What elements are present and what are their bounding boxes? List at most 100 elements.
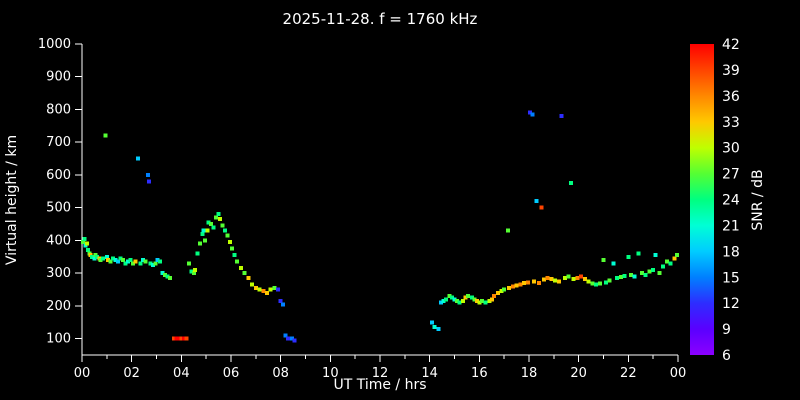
data-point — [611, 261, 616, 266]
data-point — [81, 240, 86, 245]
data-point — [457, 300, 462, 305]
data-point — [220, 223, 225, 228]
data-point — [163, 272, 168, 277]
x-tick-label: 08 — [272, 366, 289, 381]
data-point — [514, 283, 519, 288]
data-point — [443, 297, 448, 302]
colorbar-tick-label: 30 — [722, 141, 740, 157]
data-point — [594, 282, 599, 287]
data-point — [586, 279, 591, 284]
data-point — [525, 280, 530, 285]
data-point — [123, 261, 128, 266]
x-tick-label: 00 — [670, 366, 687, 381]
data-point — [657, 271, 662, 276]
data-point — [120, 258, 125, 263]
data-point — [545, 276, 550, 281]
data-point — [647, 269, 652, 274]
data-point — [257, 287, 262, 292]
data-point — [145, 172, 150, 177]
data-point — [447, 294, 452, 299]
data-point — [192, 267, 197, 272]
data-point — [472, 297, 477, 302]
colorbar-tick-label: 9 — [722, 322, 731, 338]
data-point — [483, 300, 488, 305]
data-point — [253, 285, 258, 290]
data-point — [138, 261, 143, 266]
data-point — [601, 258, 606, 263]
data-point — [622, 273, 627, 278]
data-point — [176, 336, 181, 341]
data-point — [618, 275, 623, 280]
x-tick-label: 22 — [620, 366, 637, 381]
x-tick-label: 00 — [74, 366, 91, 381]
data-point — [261, 289, 266, 294]
data-point — [200, 231, 205, 236]
data-point — [632, 274, 637, 279]
data-point — [664, 259, 669, 264]
data-point — [125, 259, 130, 264]
data-point — [150, 262, 155, 267]
data-point — [522, 280, 527, 285]
data-point — [86, 248, 91, 253]
x-tick-label: 16 — [471, 366, 488, 381]
data-point — [531, 279, 536, 284]
data-point — [507, 285, 512, 290]
plot-title: 2025-11-28. f = 1760 kHz — [283, 10, 478, 28]
data-point — [186, 261, 191, 266]
data-point — [539, 205, 544, 210]
colorbar-tick-label: 18 — [722, 244, 740, 260]
data-point — [265, 290, 270, 295]
data-point — [553, 278, 558, 283]
data-point — [628, 272, 633, 277]
data-point — [238, 266, 243, 271]
data-point — [222, 228, 227, 233]
data-point — [153, 261, 158, 266]
data-point — [674, 253, 679, 258]
data-point — [653, 253, 658, 258]
x-tick-label: 14 — [421, 366, 438, 381]
data-point — [286, 336, 291, 341]
data-point — [232, 253, 237, 258]
y-tick-label: 600 — [46, 168, 71, 183]
data-point — [113, 258, 118, 263]
data-point — [179, 336, 184, 341]
data-point — [461, 298, 466, 303]
data-point — [672, 256, 677, 261]
data-point — [174, 336, 179, 341]
data-point — [492, 294, 497, 299]
data-point — [597, 281, 602, 286]
y-tick-label: 200 — [46, 299, 71, 314]
data-point — [441, 298, 446, 303]
data-point — [111, 256, 116, 261]
data-point — [590, 281, 595, 286]
data-point — [569, 181, 574, 186]
data-point — [211, 225, 216, 230]
data-point — [502, 287, 507, 292]
data-point — [469, 295, 474, 300]
data-point — [201, 228, 206, 233]
data-point — [432, 325, 437, 330]
data-point — [165, 274, 170, 279]
data-point — [171, 336, 176, 341]
colorbar: 6 9 12 15 18 21 24 27 30 33 36 39 42 — [690, 37, 740, 364]
x-tick-label: 18 — [521, 366, 538, 381]
data-point — [603, 280, 608, 285]
data-point — [143, 259, 148, 264]
data-point — [463, 295, 468, 300]
data-point — [214, 215, 219, 220]
data-point — [278, 298, 283, 303]
data-point — [582, 277, 587, 282]
data-point — [135, 156, 140, 161]
data-point — [216, 212, 221, 217]
data-point — [94, 254, 99, 259]
data-point — [454, 298, 459, 303]
data-point — [668, 261, 673, 266]
data-point — [438, 300, 443, 305]
data-point — [272, 285, 277, 290]
x-tick-label: 04 — [173, 366, 190, 381]
data-point — [217, 217, 222, 222]
data-point — [643, 272, 648, 277]
